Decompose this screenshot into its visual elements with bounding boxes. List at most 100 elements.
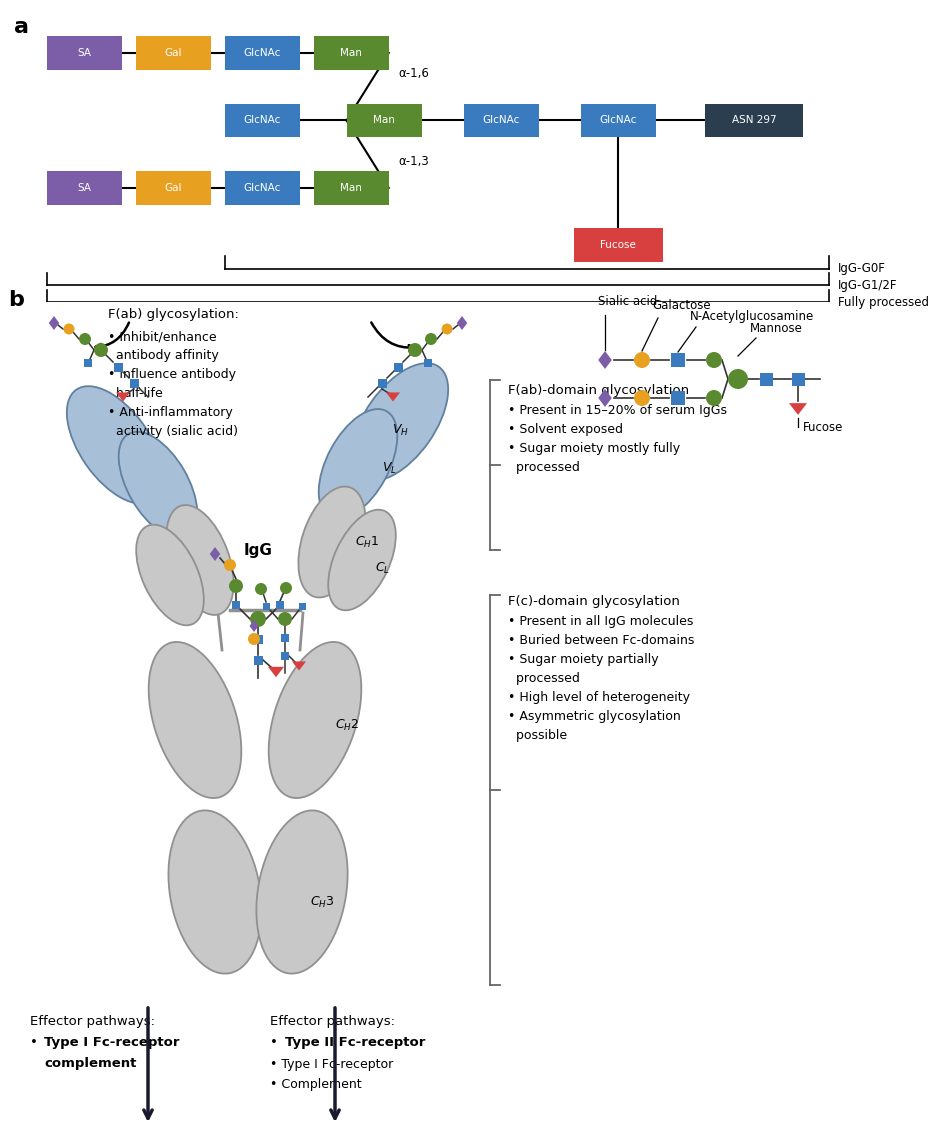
Text: IgG-G0F: IgG-G0F	[838, 262, 886, 276]
Bar	[276, 601, 284, 609]
Bar	[760, 373, 773, 385]
Bar	[281, 634, 289, 642]
Text: • Present in 15–20% of serum IgGs: • Present in 15–20% of serum IgGs	[508, 404, 727, 417]
Text: SA: SA	[78, 182, 92, 193]
Circle shape	[706, 352, 722, 368]
Circle shape	[79, 333, 91, 345]
Text: F(ab) glycosylation:: F(ab) glycosylation:	[108, 308, 239, 321]
Text: • Asymmetric glycosylation: • Asymmetric glycosylation	[508, 710, 681, 723]
Text: processed: processed	[508, 461, 580, 474]
Text: GlcNAc: GlcNAc	[600, 115, 637, 125]
Text: α-1,3: α-1,3	[398, 155, 429, 169]
FancyBboxPatch shape	[136, 36, 211, 70]
Text: IgG-G1/2F: IgG-G1/2F	[838, 279, 898, 292]
Bar	[84, 359, 92, 367]
Polygon shape	[386, 392, 400, 401]
Bar	[254, 635, 262, 643]
Ellipse shape	[118, 432, 198, 538]
Text: a: a	[14, 17, 29, 36]
Circle shape	[706, 390, 722, 406]
Text: F(c)-domain glycosylation: F(c)-domain glycosylation	[508, 595, 680, 608]
Ellipse shape	[67, 386, 163, 504]
Polygon shape	[789, 404, 807, 415]
Text: $C_H3$: $C_H3$	[310, 895, 335, 910]
Text: complement: complement	[44, 1057, 136, 1070]
Text: Gal: Gal	[165, 182, 182, 193]
FancyBboxPatch shape	[705, 104, 803, 137]
Bar	[281, 652, 289, 660]
Text: Type II Fc-receptor: Type II Fc-receptor	[285, 1036, 426, 1049]
Text: Galactose: Galactose	[652, 299, 710, 312]
Text: • Type I Fc-receptor: • Type I Fc-receptor	[270, 1058, 394, 1070]
Circle shape	[425, 333, 437, 345]
Circle shape	[248, 633, 260, 645]
Ellipse shape	[136, 524, 203, 626]
Text: •: •	[30, 1036, 43, 1049]
FancyBboxPatch shape	[47, 36, 122, 70]
Circle shape	[634, 390, 650, 406]
Circle shape	[408, 343, 422, 357]
Bar	[394, 363, 402, 372]
Bar	[377, 378, 387, 388]
Text: Man: Man	[373, 115, 395, 125]
Circle shape	[255, 583, 267, 595]
Bar	[671, 353, 685, 367]
Text: • High level of heterogeneity: • High level of heterogeneity	[508, 691, 690, 705]
Text: $C_L$: $C_L$	[375, 561, 390, 576]
FancyBboxPatch shape	[346, 104, 422, 137]
Polygon shape	[116, 392, 130, 401]
Circle shape	[442, 324, 452, 334]
FancyBboxPatch shape	[47, 171, 122, 204]
FancyBboxPatch shape	[573, 228, 663, 261]
Text: Fucose: Fucose	[803, 421, 844, 434]
FancyBboxPatch shape	[464, 104, 538, 137]
Text: •: •	[270, 1036, 282, 1049]
Polygon shape	[268, 667, 284, 677]
Circle shape	[94, 343, 108, 357]
Text: Effector pathways:: Effector pathways:	[30, 1015, 155, 1028]
Text: Fully processed: Fully processed	[838, 295, 929, 309]
FancyBboxPatch shape	[314, 36, 389, 70]
Text: • Inhibit/enhance: • Inhibit/enhance	[108, 329, 217, 343]
FancyBboxPatch shape	[225, 36, 300, 70]
Circle shape	[278, 612, 292, 626]
Text: • Present in all IgG molecules: • Present in all IgG molecules	[508, 614, 693, 628]
Ellipse shape	[319, 409, 397, 519]
Text: • Sugar moiety mostly fully: • Sugar moiety mostly fully	[508, 442, 680, 455]
Ellipse shape	[256, 811, 347, 974]
Circle shape	[728, 369, 748, 389]
Polygon shape	[292, 661, 306, 670]
Text: • Buried between Fc-domains: • Buried between Fc-domains	[508, 634, 694, 648]
Text: processed: processed	[508, 671, 580, 685]
Ellipse shape	[166, 505, 234, 614]
Polygon shape	[457, 316, 467, 329]
FancyBboxPatch shape	[136, 171, 211, 204]
Text: • Influence antibody: • Influence antibody	[108, 368, 236, 381]
Circle shape	[224, 559, 236, 571]
Bar	[254, 656, 262, 665]
Text: F(ab)-domain glycosylation: F(ab)-domain glycosylation	[508, 384, 689, 397]
Text: $V_L$: $V_L$	[382, 461, 397, 475]
Circle shape	[229, 579, 243, 593]
Text: Man: Man	[341, 182, 362, 193]
Bar	[262, 603, 270, 610]
Text: Man: Man	[341, 48, 362, 58]
Text: • Sugar moiety partially: • Sugar moiety partially	[508, 653, 658, 666]
Text: Fucose: Fucose	[601, 241, 636, 250]
Text: ASN 297: ASN 297	[731, 115, 777, 125]
Ellipse shape	[352, 364, 448, 481]
Text: Effector pathways:: Effector pathways:	[270, 1015, 395, 1028]
FancyBboxPatch shape	[314, 171, 389, 204]
Polygon shape	[598, 351, 612, 369]
Text: Gal: Gal	[165, 48, 182, 58]
Ellipse shape	[168, 811, 262, 974]
Text: activity (sialic acid): activity (sialic acid)	[108, 425, 238, 438]
Bar	[130, 378, 138, 388]
Bar	[114, 363, 122, 372]
Bar	[299, 603, 306, 610]
Polygon shape	[250, 620, 258, 632]
FancyBboxPatch shape	[581, 104, 656, 137]
Polygon shape	[598, 389, 612, 407]
Text: • Solvent exposed: • Solvent exposed	[508, 423, 623, 435]
Text: N-Acetylglucosamine: N-Acetylglucosamine	[690, 310, 815, 323]
